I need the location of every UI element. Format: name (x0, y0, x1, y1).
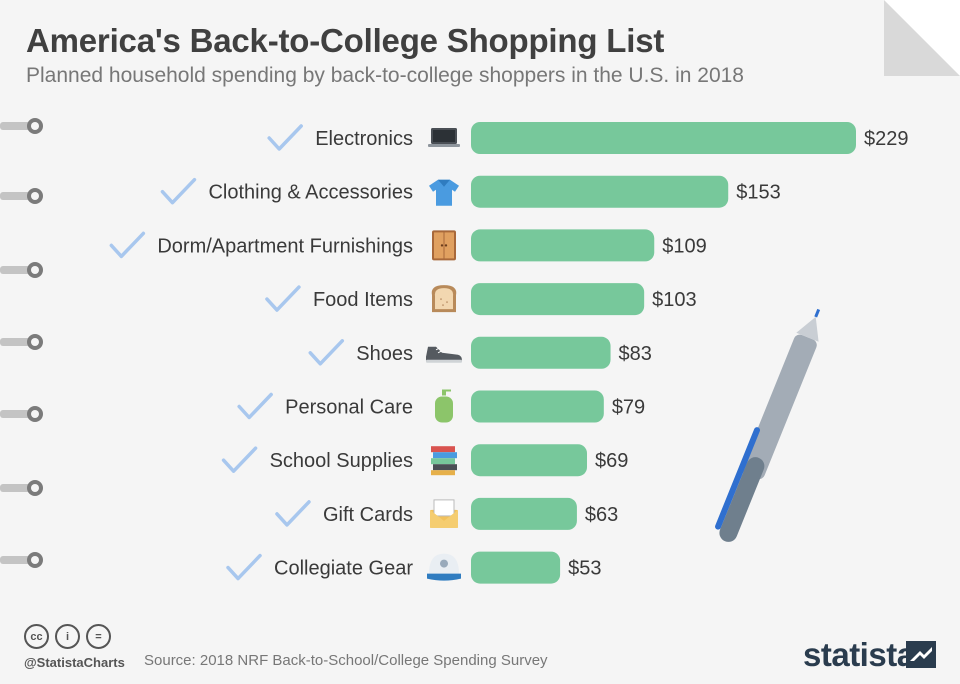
binder-ring (0, 552, 43, 568)
source-note: Source: 2018 NRF Back-to-School/College … (144, 652, 548, 669)
shirt-icon (429, 179, 459, 206)
bar (471, 551, 561, 584)
category-label: Shoes (356, 343, 413, 365)
category-label: School Supplies (270, 450, 413, 472)
value-label: $83 (619, 343, 652, 365)
category-label: Dorm/Apartment Furnishings (157, 235, 413, 257)
books-icon (431, 446, 457, 476)
value-label: $53 (568, 558, 601, 580)
checkmark-icon (221, 446, 258, 473)
binder-ring (0, 118, 43, 134)
checkmark-icon (160, 177, 197, 205)
value-label: $79 (612, 397, 645, 419)
attribution-icon: i (55, 624, 80, 649)
gift-card-icon (430, 499, 458, 528)
bar (471, 336, 611, 369)
bar (471, 175, 729, 208)
category-label: Personal Care (285, 397, 413, 419)
category-label: Collegiate Gear (274, 558, 413, 580)
bar (471, 444, 588, 477)
binder-ring (0, 262, 43, 278)
bar (471, 122, 856, 154)
cap-icon (427, 553, 461, 581)
value-label: $103 (652, 289, 697, 311)
value-label: $229 (864, 128, 909, 150)
soap-icon (435, 389, 453, 423)
checkmark-icon (265, 285, 301, 312)
checkmark-icon (308, 339, 345, 366)
bar (471, 390, 604, 423)
statista-logo-icon (906, 641, 936, 668)
value-label: $109 (662, 235, 707, 257)
bar (471, 229, 655, 262)
category-label: Food Items (313, 289, 413, 311)
bar (471, 283, 645, 316)
value-label: $69 (595, 450, 628, 472)
binder-ring (0, 334, 43, 350)
binder-ring (0, 406, 43, 422)
binder-ring (0, 188, 43, 204)
no-derivatives-icon: = (86, 624, 111, 649)
checkmark-icon (275, 500, 311, 527)
pen-decoration (715, 308, 821, 542)
laptop-icon (428, 128, 460, 147)
checkmark-icon (109, 231, 146, 259)
category-label: Gift Cards (323, 504, 413, 526)
value-label: $63 (585, 504, 618, 526)
chart-subtitle: Planned household spending by back-to-co… (26, 64, 744, 87)
license-icons: cc i = (24, 624, 111, 649)
cc-icon: cc (24, 624, 49, 649)
checkmark-icon (237, 392, 273, 420)
chart-title: America's Back-to-College Shopping List (26, 22, 665, 59)
bar (471, 497, 577, 530)
checkmark-icon (267, 124, 303, 151)
checkmark-icon (226, 553, 262, 581)
sneaker-icon (426, 346, 462, 363)
statista-logo-text[interactable]: statista (803, 636, 915, 673)
twitter-handle[interactable]: @StatistaCharts (24, 655, 125, 670)
value-label: $153 (736, 182, 781, 204)
bread-icon (431, 285, 457, 313)
wardrobe-icon (432, 230, 456, 261)
category-label: Electronics (315, 128, 413, 150)
binder-ring (0, 480, 43, 496)
page-curl-decoration (884, 0, 960, 76)
category-label: Clothing & Accessories (208, 182, 413, 204)
